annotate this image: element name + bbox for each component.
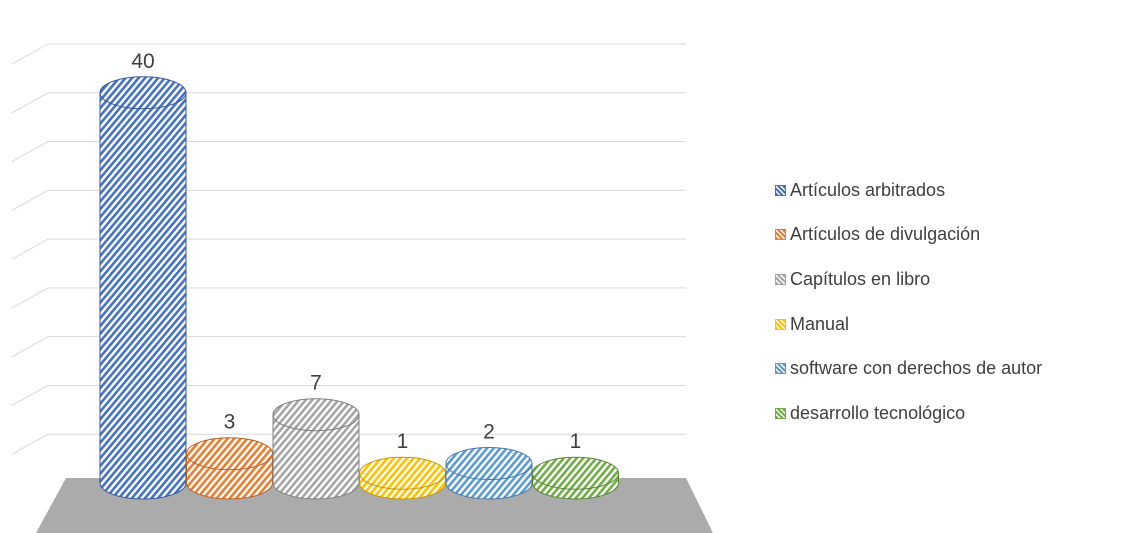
gridline-side	[11, 385, 49, 406]
legend-label: Manual	[790, 313, 850, 334]
legend-item-articulos-de-divulgacion: Artículos de divulgación	[775, 213, 1042, 258]
data-label-desarrollo-tecnologico: 1	[570, 430, 582, 453]
bar-top-capitulos-en-libro	[272, 398, 360, 432]
bar-top-desarrollo-tecnologico	[532, 456, 619, 490]
data-label-articulos-de-divulgacion: 3	[224, 411, 236, 434]
legend-item-manual: Manual	[775, 302, 1042, 347]
bar-top-software-con-derechos-de-autor	[445, 446, 533, 480]
legend-label: Artículos de divulgación	[790, 224, 981, 245]
legend-swatch	[775, 229, 786, 241]
legend-swatch	[775, 184, 786, 196]
legend-label: Artículos arbitrados	[790, 179, 946, 200]
chart-data-labels: 40 3 7 1 2 1	[131, 50, 581, 453]
bar-top-manual	[359, 456, 446, 490]
bar-manual	[359, 456, 446, 500]
legend-swatch	[775, 318, 786, 330]
legend-swatch	[775, 363, 786, 375]
data-label-manual: 1	[397, 430, 409, 453]
chart-legend: Artículos arbitrados Artículos de divulga…	[775, 168, 1042, 436]
legend-label: Capítulos en libro	[790, 268, 931, 289]
gridline-side	[11, 433, 49, 455]
legend-swatch	[775, 273, 786, 285]
legend-item-software-con-derechos-de-autor: software con derechos de autor	[775, 346, 1042, 391]
legend-label: desarrollo tecnológico	[790, 402, 966, 423]
bar-articulos-arbitrados	[99, 76, 187, 500]
legend-item-desarrollo-tecnologico: desarrollo tecnológico	[775, 391, 1042, 436]
data-label-capitulos-en-libro: 7	[310, 372, 322, 395]
gridline-side	[11, 92, 49, 114]
gridline-side	[11, 189, 49, 211]
bar-top-articulos-arbitrados	[99, 76, 187, 110]
bar-desarrollo-tecnologico	[532, 456, 619, 500]
gridline-side	[11, 141, 49, 162]
legend-label: software con derechos de autor	[790, 358, 1043, 379]
bar-software-con-derechos-de-autor	[445, 446, 533, 500]
legend-item-capitulos-en-libro: Capítulos en libro	[775, 257, 1042, 302]
data-label-articulos-arbitrados: 40	[131, 50, 154, 73]
bar-articulos-de-divulgacion	[186, 437, 273, 500]
data-label-software-con-derechos-de-autor: 2	[483, 420, 495, 443]
bar-capitulos-en-libro	[272, 398, 360, 500]
gridline-side	[11, 287, 49, 309]
gridline-side	[11, 238, 49, 260]
gridline-side	[11, 336, 49, 358]
legend-swatch	[775, 407, 786, 419]
legend-item-articulos-arbitrados: Artículos arbitrados	[775, 168, 1042, 213]
chart-bars	[99, 76, 619, 500]
gridline-side	[11, 43, 49, 65]
bar-top-articulos-de-divulgacion	[186, 437, 273, 471]
